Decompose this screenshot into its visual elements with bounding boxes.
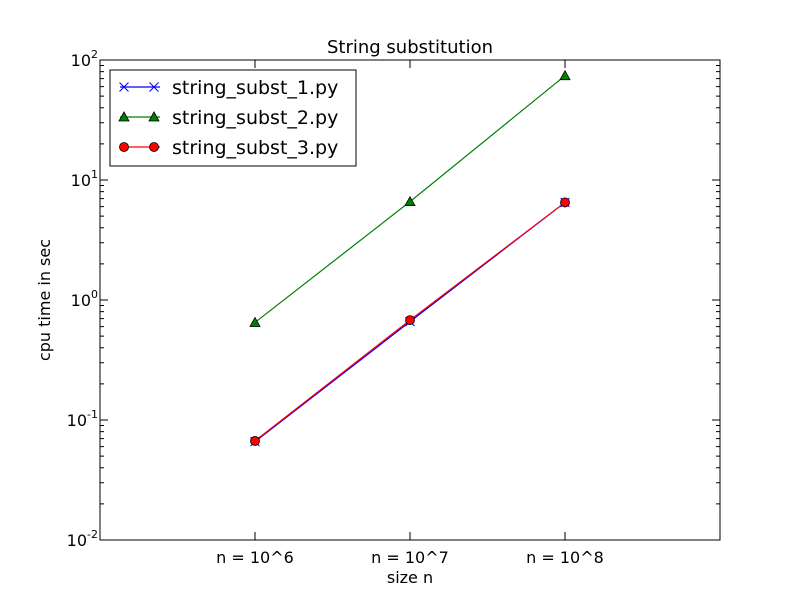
data-point: [249, 316, 261, 327]
legend-label: string_subst_3.py: [172, 137, 338, 159]
y-tick-exponent: -1: [87, 408, 98, 421]
data-point: [404, 195, 416, 207]
y-tick-label: 101: [71, 168, 98, 190]
data-point: [149, 82, 159, 92]
x-tick-label: n = 10^8: [526, 548, 604, 567]
x-tick-label: n = 10^6: [216, 548, 294, 567]
data-point: [118, 111, 130, 122]
data-point: [149, 142, 159, 152]
y-tick-base: 10: [67, 411, 87, 430]
y-tick-base: 10: [71, 171, 91, 190]
y-tick-exponent: 0: [91, 288, 98, 301]
legend-label: string_subst_2.py: [172, 107, 338, 129]
y-tick-label: 100: [71, 288, 98, 310]
y-tick-label: 102: [71, 48, 98, 70]
x-axis-label: size n: [387, 568, 433, 587]
y-tick-exponent: 2: [91, 48, 98, 61]
data-point: [119, 142, 129, 152]
legend-label: string_subst_1.py: [172, 77, 338, 99]
data-point: [119, 82, 129, 92]
y-tick-base: 10: [71, 291, 91, 310]
y-tick-base: 10: [67, 531, 87, 550]
data-point: [250, 435, 260, 446]
data-point: [148, 111, 160, 122]
data-point: [405, 315, 415, 325]
chart-title: String substitution: [327, 37, 493, 58]
y-tick-base: 10: [71, 51, 91, 70]
y-tick-label: 10-2: [67, 528, 98, 550]
y-axis-label: cpu time in sec: [35, 239, 54, 361]
data-point: [560, 197, 570, 208]
data-point: [559, 69, 571, 81]
y-tick-exponent: 1: [91, 168, 98, 181]
x-tick-label: n = 10^7: [371, 548, 449, 567]
y-tick-label: 10-1: [67, 408, 98, 430]
y-tick-exponent: -2: [87, 528, 98, 541]
